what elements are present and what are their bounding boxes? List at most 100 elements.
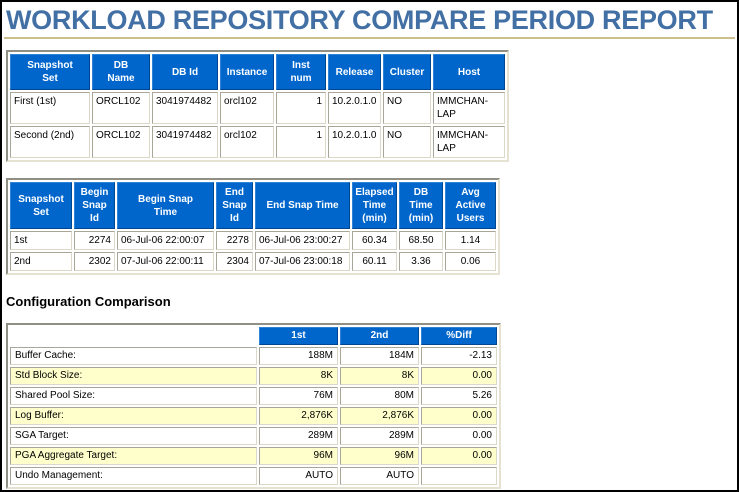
column-header-end-snap-time: End Snap Time <box>255 182 350 229</box>
table-cell: ORCL102 <box>92 92 150 124</box>
table-row: Log Buffer: 2,876K 2,876K 0.00 <box>10 407 497 425</box>
table-cell: SGA Target: <box>10 427 257 445</box>
table-cell: orcl102 <box>220 126 274 158</box>
table-row: Buffer Cache: 188M 184M -2.13 <box>10 347 497 365</box>
table-cell: 1 <box>276 126 326 158</box>
column-header-db-time: DB Time (min) <box>399 182 443 229</box>
table-cell: 2274 <box>74 231 115 250</box>
table-cell: 1st <box>10 231 72 250</box>
column-header-host: Host <box>433 54 505 90</box>
config-comparison-heading: Configuration Comparison <box>6 294 171 309</box>
table-cell: 07-Jul-06 23:00:18 <box>255 252 350 271</box>
table-cell: IMMCHAN-LAP <box>433 92 505 124</box>
snapshot-time-table-body: 1st 2274 06-Jul-06 22:00:07 2278 06-Jul-06 2… <box>10 231 496 271</box>
table-row: Shared Pool Size: 76M 80M 5.26 <box>10 387 497 405</box>
column-header-1st: 1st <box>259 327 338 345</box>
table-row: Undo Management: AUTO AUTO <box>10 467 497 485</box>
table-cell: 2302 <box>74 252 115 271</box>
table-cell: Shared Pool Size: <box>10 387 257 405</box>
table-row: SGA Target: 289M 289M 0.00 <box>10 427 497 445</box>
snapshot-set-table-header: Snapshot Set DB Name DB Id Instance Inst… <box>10 54 505 90</box>
table-cell: PGA Aggregate Target: <box>10 447 257 465</box>
table-cell: 96M <box>259 447 338 465</box>
table-cell: Log Buffer: <box>10 407 257 425</box>
table-cell: 2,876K <box>259 407 338 425</box>
table-cell <box>421 467 497 485</box>
column-header-cluster: Cluster <box>383 54 431 90</box>
table-cell: 0.00 <box>421 407 497 425</box>
table-cell: -2.13 <box>421 347 497 365</box>
table-cell: 1.14 <box>445 231 496 250</box>
table-cell: AUTO <box>259 467 338 485</box>
table-row: PGA Aggregate Target: 96M 96M 0.00 <box>10 447 497 465</box>
table-cell: orcl102 <box>220 92 274 124</box>
table-cell: 1 <box>276 92 326 124</box>
table-cell: 2278 <box>216 231 253 250</box>
table-cell: 80M <box>340 387 419 405</box>
table-cell: 0.00 <box>421 447 497 465</box>
table-cell: 184M <box>340 347 419 365</box>
config-comparison-table: 1st 2nd %Diff Buffer Cache: 188M 184M -2.13… <box>6 323 501 489</box>
table-cell: Std Block Size: <box>10 367 257 385</box>
config-comparison-table-body: Buffer Cache: 188M 184M -2.13 Std Block Size… <box>10 347 497 485</box>
snapshot-time-table: Snapshot Set Begin Snap Id Begin Snap Ti… <box>6 178 500 275</box>
table-cell: 60.11 <box>352 252 397 271</box>
column-header-blank <box>10 327 257 345</box>
column-header-db-id: DB Id <box>152 54 218 90</box>
snapshot-set-table-body: First (1st) ORCL102 3041974482 orcl102 1 10.2… <box>10 92 505 158</box>
column-header-elapsed-time: Elapsed Time (min) <box>352 182 397 229</box>
column-header-2nd: 2nd <box>340 327 419 345</box>
column-header-db-name: DB Name <box>92 54 150 90</box>
table-cell: 8K <box>340 367 419 385</box>
config-comparison-table-header: 1st 2nd %Diff <box>10 327 497 345</box>
table-cell: 289M <box>259 427 338 445</box>
table-cell: 76M <box>259 387 338 405</box>
table-cell: 0.06 <box>445 252 496 271</box>
table-cell: 10.2.0.1.0 <box>328 92 381 124</box>
column-header-snapshot-set: Snapshot Set <box>10 54 90 90</box>
table-cell: 3041974482 <box>152 92 218 124</box>
table-cell: 2nd <box>10 252 72 271</box>
column-header-release: Release <box>328 54 381 90</box>
table-cell: 06-Jul-06 22:00:07 <box>117 231 214 250</box>
table-cell: 96M <box>340 447 419 465</box>
table-cell: 3.36 <box>399 252 443 271</box>
table-cell: 2,876K <box>340 407 419 425</box>
table-row: Std Block Size: 8K 8K 0.00 <box>10 367 497 385</box>
table-cell: NO <box>383 92 431 124</box>
table-cell: 5.26 <box>421 387 497 405</box>
table-cell: First (1st) <box>10 92 90 124</box>
column-header-snapshot-set: Snapshot Set <box>10 182 72 229</box>
table-cell: Second (2nd) <box>10 126 90 158</box>
column-header-end-snap-id: End Snap Id <box>216 182 253 229</box>
header-row: 1st 2nd %Diff <box>10 327 497 345</box>
column-header-instance: Instance <box>220 54 274 90</box>
table-row: 2nd 2302 07-Jul-06 22:00:11 2304 07-Jul-06 2… <box>10 252 496 271</box>
table-cell: 2304 <box>216 252 253 271</box>
table-cell: 06-Jul-06 23:00:27 <box>255 231 350 250</box>
table-cell: 3041974482 <box>152 126 218 158</box>
table-cell: ORCL102 <box>92 126 150 158</box>
column-header-begin-snap-time: Begin Snap Time <box>117 182 214 229</box>
column-header-avg-active-users: Avg Active Users <box>445 182 496 229</box>
table-row: First (1st) ORCL102 3041974482 orcl102 1 10.2… <box>10 92 505 124</box>
table-cell: Undo Management: <box>10 467 257 485</box>
header-row: Snapshot Set Begin Snap Id Begin Snap Ti… <box>10 182 496 229</box>
column-header-inst-num: Inst num <box>276 54 326 90</box>
table-row: Second (2nd) ORCL102 3041974482 orcl102 1 10.… <box>10 126 505 158</box>
report-title: WORKLOAD REPOSITORY COMPARE PERIOD REPOR… <box>4 4 735 39</box>
snapshot-time-table-header: Snapshot Set Begin Snap Id Begin Snap Ti… <box>10 182 496 229</box>
table-cell: 68.50 <box>399 231 443 250</box>
column-header-pct-diff: %Diff <box>421 327 497 345</box>
table-cell: 8K <box>259 367 338 385</box>
table-cell: IMMCHAN-LAP <box>433 126 505 158</box>
snapshot-set-table: Snapshot Set DB Name DB Id Instance Inst… <box>6 50 509 162</box>
table-cell: 07-Jul-06 22:00:11 <box>117 252 214 271</box>
header-row: Snapshot Set DB Name DB Id Instance Inst… <box>10 54 505 90</box>
table-cell: NO <box>383 126 431 158</box>
table-cell: 0.00 <box>421 367 497 385</box>
table-cell: 289M <box>340 427 419 445</box>
table-cell: AUTO <box>340 467 419 485</box>
table-cell: 10.2.0.1.0 <box>328 126 381 158</box>
